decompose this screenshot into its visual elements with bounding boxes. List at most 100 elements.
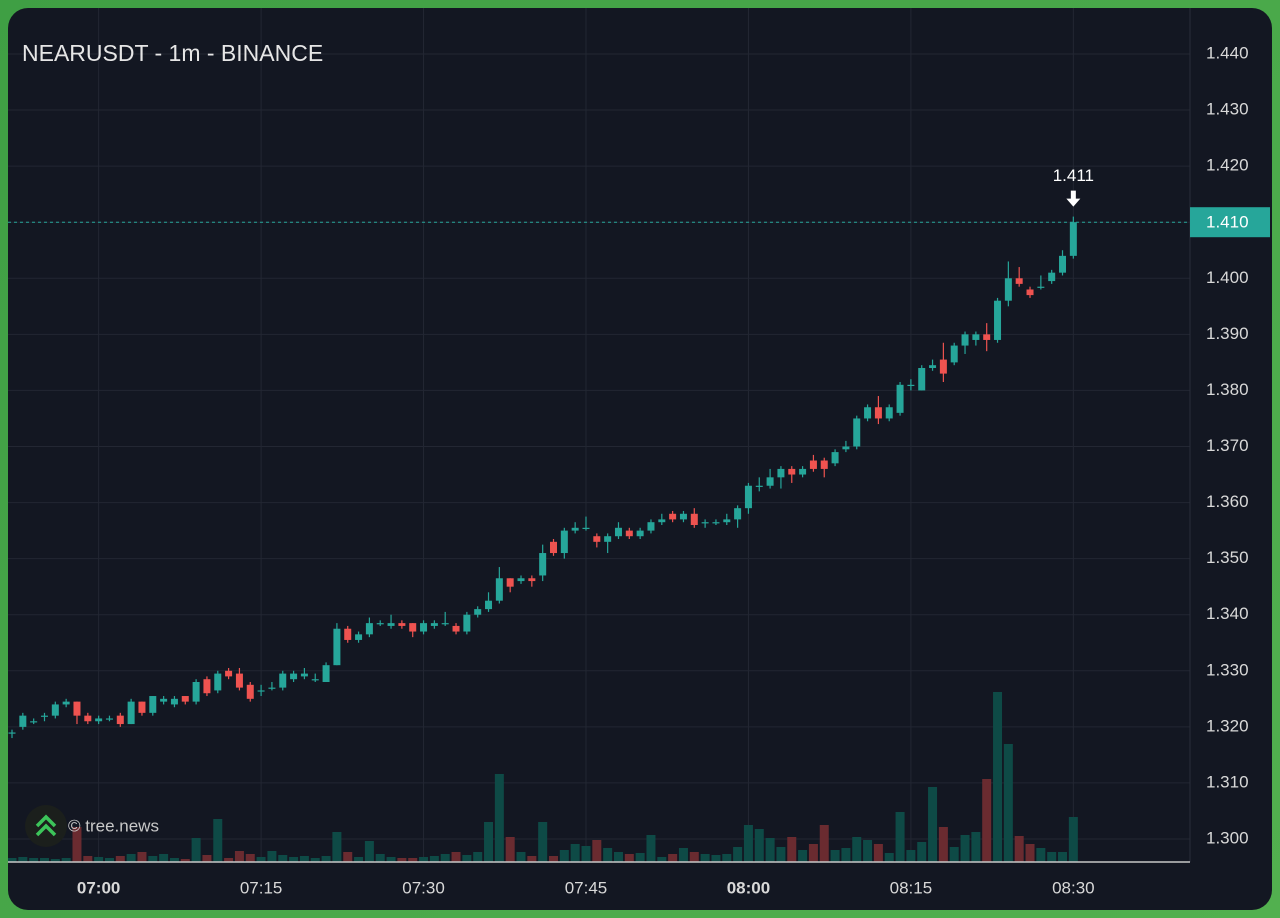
volume-bar [484,822,494,862]
candle-body [160,698,168,702]
candle-body [495,578,503,601]
candle-body [214,673,222,691]
volume-bar [137,852,147,862]
candle-body [744,485,752,509]
volume-bar [960,835,970,862]
volume-bar [928,787,938,862]
candle-body [777,468,785,478]
volume-bar [830,850,840,862]
volume-bar [1014,836,1024,862]
volume-bar [711,855,721,862]
volume-bar [549,856,558,862]
candle-body [972,334,980,340]
volume-bar [613,852,623,862]
volume-bar [50,859,60,862]
volume-bar [787,837,797,862]
candle-body [907,384,915,387]
candle-body [896,384,904,413]
candle-body [939,359,947,374]
y-tick-label: 1.300 [1206,828,1249,847]
candle-body [398,623,406,626]
x-tick-label: 08:30 [1052,878,1095,897]
logo [25,805,67,847]
y-tick-label: 1.360 [1206,492,1249,511]
candle-body [430,623,438,626]
volume-bar [386,857,396,862]
volume-bar [993,692,1003,862]
x-tick-label: 07:30 [402,878,445,897]
candle-body [842,446,850,450]
candle-body [192,682,200,702]
candle-body [918,367,926,391]
candle-body [40,715,48,717]
y-tick-label: 1.310 [1206,772,1249,791]
candle-body [376,623,384,625]
candle-body [452,625,460,632]
volume-bar [527,856,537,862]
candle-body [950,345,958,363]
y-tick-label: 1.440 [1206,43,1249,62]
candle-body [1015,278,1023,284]
volume-bar [819,825,829,862]
candle-body [571,527,579,531]
candle-body [961,334,969,346]
candle-body [311,679,319,681]
candle-body [734,508,742,520]
candle-body [355,634,363,640]
candle-body [344,628,352,640]
volume-bar [863,840,873,862]
volume-bar [906,850,916,862]
volume-bar [689,852,699,862]
volume-bar [169,858,179,862]
candle-body [474,609,482,615]
volume-bar [408,858,418,862]
candle-body [636,530,644,537]
annotation-label: 1.411 [1053,166,1094,185]
last-price-tag [1190,207,1270,238]
volume-bar [657,857,667,862]
candle-body [1004,278,1012,301]
candle-body [105,718,113,720]
y-tick-label: 1.380 [1206,380,1249,399]
volume-bar [267,851,277,862]
candle-body [669,513,677,520]
candle-body [322,665,330,683]
y-tick-label: 1.420 [1206,156,1249,175]
volume-bar [94,857,104,862]
candle-body [409,623,417,632]
candle-body [149,696,157,713]
candle-body [225,670,233,677]
y-tick-label: 1.400 [1206,268,1249,287]
candle-body [864,407,872,419]
y-tick-label: 1.390 [1206,324,1249,343]
volume-bar [473,852,483,862]
volume-bar [559,850,569,862]
volume-bar [397,858,407,862]
candle-body [19,715,27,727]
candle-body [647,522,655,531]
volume-bar [646,835,656,862]
chart-title: NEARUSDT - 1m - BINANCE [22,40,323,66]
candle-body [799,468,807,475]
candle-body [1048,272,1056,282]
volume-bar [873,844,883,862]
volume-bar [115,856,125,862]
candle-body [1037,286,1045,288]
volume-bar [440,854,450,862]
y-tick-label: 1.340 [1206,604,1249,623]
candle-body [929,365,937,368]
volume-bar [191,838,201,862]
volume-bar [743,825,753,862]
candle-body [138,701,146,713]
last-price-label: 1.410 [1206,213,1249,232]
candle-body [73,701,81,716]
candle-body [582,527,590,530]
candle-body [712,522,720,524]
candle-body [1069,222,1077,256]
volume-bar [202,855,212,862]
volume-bar [321,856,331,862]
volume-bar [451,852,461,862]
candle-body [420,623,428,632]
candle-body [766,477,774,486]
